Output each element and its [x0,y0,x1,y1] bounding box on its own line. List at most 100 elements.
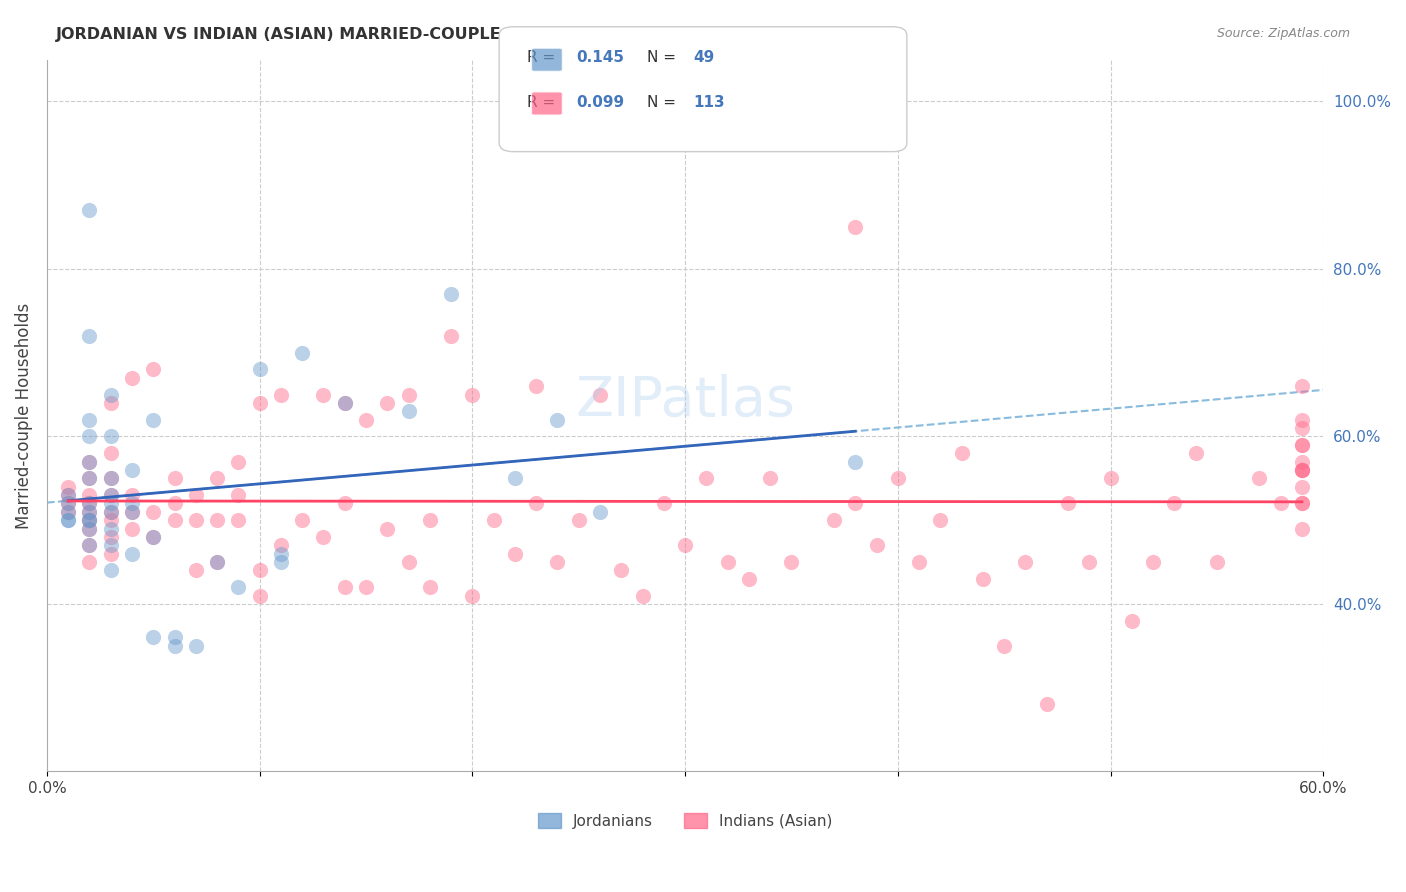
Point [461,589,484,603]
Point [121,488,143,502]
Point [205,555,228,569]
Point [1291,438,1313,452]
Point [419,580,441,594]
Point [1291,463,1313,477]
Point [589,505,612,519]
Point [887,471,910,485]
Point [100,522,122,536]
Point [100,563,122,577]
Point [1291,463,1313,477]
Point [398,555,420,569]
Point [184,563,207,577]
Point [56,496,79,510]
Point [79,555,101,569]
Point [56,505,79,519]
Point [375,522,398,536]
Point [79,538,101,552]
Point [163,639,186,653]
Point [249,589,271,603]
Text: ZIPatlas: ZIPatlas [575,375,794,428]
Point [121,547,143,561]
Point [738,572,761,586]
Point [333,396,356,410]
Point [1291,522,1313,536]
Point [610,563,633,577]
Point [163,513,186,527]
Point [270,547,292,561]
Point [1142,555,1164,569]
Point [79,412,101,426]
Point [291,513,314,527]
Point [56,513,79,527]
Point [228,580,250,594]
Point [121,371,143,385]
Point [503,471,526,485]
Point [79,203,101,218]
Point [249,563,271,577]
Point [333,496,356,510]
Point [79,513,101,527]
Point [228,513,250,527]
Text: 0.099: 0.099 [576,95,624,110]
Point [163,471,186,485]
Point [100,505,122,519]
Point [100,488,122,502]
Point [100,471,122,485]
Point [79,538,101,552]
Point [79,488,101,502]
Point [1163,496,1185,510]
Point [1291,421,1313,435]
Point [121,505,143,519]
Point [1291,412,1313,426]
Point [121,505,143,519]
Point [205,555,228,569]
Point [440,329,463,343]
Point [673,538,696,552]
Point [205,471,228,485]
Point [79,513,101,527]
Point [100,496,122,510]
Point [56,488,79,502]
Point [398,387,420,401]
Point [56,513,79,527]
Point [79,505,101,519]
Point [1291,480,1313,494]
Point [312,387,335,401]
Point [100,488,122,502]
Point [56,505,79,519]
Point [589,387,612,401]
Point [1291,496,1313,510]
Point [142,362,165,376]
Point [482,513,505,527]
Point [333,396,356,410]
Point [79,454,101,468]
Point [184,639,207,653]
Text: N =: N = [647,95,681,110]
Point [100,530,122,544]
Point [100,429,122,443]
Point [929,513,952,527]
Point [79,513,101,527]
Text: JORDANIAN VS INDIAN (ASIAN) MARRIED-COUPLE HOUSEHOLDS CORRELATION CHART: JORDANIAN VS INDIAN (ASIAN) MARRIED-COUP… [56,27,830,42]
Point [121,522,143,536]
Point [1035,698,1057,712]
Point [56,480,79,494]
Point [270,387,292,401]
Point [333,580,356,594]
Text: Source: ZipAtlas.com: Source: ZipAtlas.com [1216,27,1350,40]
Point [142,412,165,426]
Point [79,522,101,536]
Point [631,589,654,603]
Point [524,496,547,510]
Point [1291,379,1313,393]
Y-axis label: Married-couple Households: Married-couple Households [15,302,32,529]
Point [121,496,143,510]
Point [844,220,866,235]
Point [100,471,122,485]
Point [270,555,292,569]
Point [524,379,547,393]
Point [56,488,79,502]
Point [1099,471,1122,485]
Point [1291,496,1313,510]
Point [993,639,1015,653]
